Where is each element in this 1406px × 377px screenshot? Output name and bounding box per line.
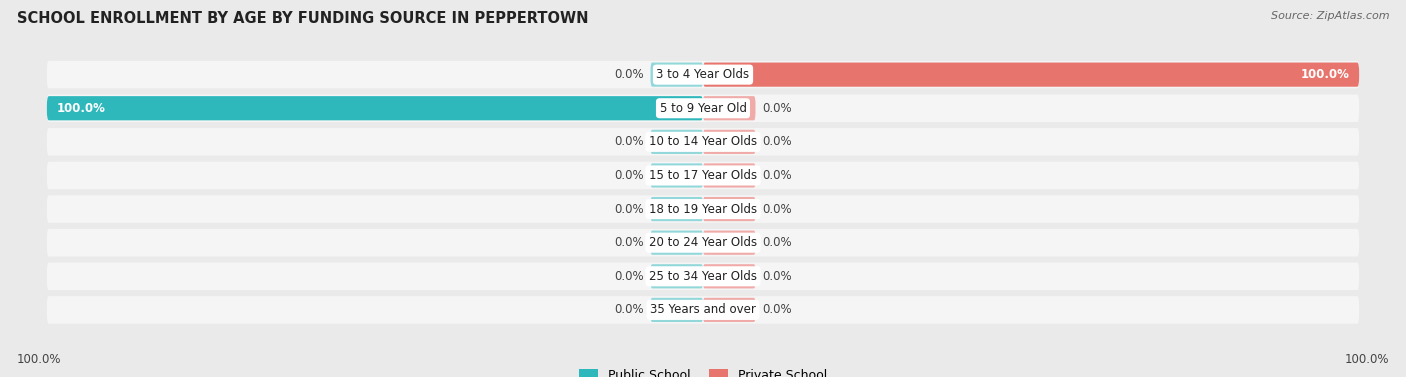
Text: 3 to 4 Year Olds: 3 to 4 Year Olds	[657, 68, 749, 81]
Text: 0.0%: 0.0%	[614, 169, 644, 182]
Text: 0.0%: 0.0%	[762, 236, 792, 249]
Text: 0.0%: 0.0%	[762, 202, 792, 216]
Text: 0.0%: 0.0%	[762, 102, 792, 115]
Text: 0.0%: 0.0%	[762, 303, 792, 316]
FancyBboxPatch shape	[46, 262, 1360, 290]
FancyBboxPatch shape	[703, 163, 755, 188]
FancyBboxPatch shape	[651, 63, 703, 87]
FancyBboxPatch shape	[703, 63, 1360, 87]
Text: 5 to 9 Year Old: 5 to 9 Year Old	[659, 102, 747, 115]
FancyBboxPatch shape	[46, 229, 1360, 256]
FancyBboxPatch shape	[651, 130, 703, 154]
Text: SCHOOL ENROLLMENT BY AGE BY FUNDING SOURCE IN PEPPERTOWN: SCHOOL ENROLLMENT BY AGE BY FUNDING SOUR…	[17, 11, 588, 26]
FancyBboxPatch shape	[46, 96, 703, 120]
FancyBboxPatch shape	[46, 296, 1360, 324]
Text: 10 to 14 Year Olds: 10 to 14 Year Olds	[650, 135, 756, 149]
Text: 0.0%: 0.0%	[614, 202, 644, 216]
FancyBboxPatch shape	[703, 264, 755, 288]
FancyBboxPatch shape	[46, 61, 1360, 89]
Text: 0.0%: 0.0%	[762, 270, 792, 283]
FancyBboxPatch shape	[651, 231, 703, 255]
Text: 0.0%: 0.0%	[614, 135, 644, 149]
Text: Source: ZipAtlas.com: Source: ZipAtlas.com	[1271, 11, 1389, 21]
Text: 100.0%: 100.0%	[1344, 353, 1389, 366]
Text: 100.0%: 100.0%	[1301, 68, 1350, 81]
FancyBboxPatch shape	[703, 298, 755, 322]
FancyBboxPatch shape	[651, 298, 703, 322]
FancyBboxPatch shape	[46, 95, 1360, 122]
Text: 100.0%: 100.0%	[56, 102, 105, 115]
Text: 20 to 24 Year Olds: 20 to 24 Year Olds	[650, 236, 756, 249]
Text: 0.0%: 0.0%	[614, 303, 644, 316]
Text: 0.0%: 0.0%	[762, 169, 792, 182]
FancyBboxPatch shape	[651, 163, 703, 188]
Text: 15 to 17 Year Olds: 15 to 17 Year Olds	[650, 169, 756, 182]
Text: 100.0%: 100.0%	[17, 353, 62, 366]
FancyBboxPatch shape	[46, 195, 1360, 223]
FancyBboxPatch shape	[46, 162, 1360, 189]
Text: 0.0%: 0.0%	[762, 135, 792, 149]
Text: 18 to 19 Year Olds: 18 to 19 Year Olds	[650, 202, 756, 216]
FancyBboxPatch shape	[703, 197, 755, 221]
Text: 25 to 34 Year Olds: 25 to 34 Year Olds	[650, 270, 756, 283]
FancyBboxPatch shape	[703, 130, 755, 154]
Text: 35 Years and over: 35 Years and over	[650, 303, 756, 316]
Text: 0.0%: 0.0%	[614, 270, 644, 283]
FancyBboxPatch shape	[703, 231, 755, 255]
Text: 0.0%: 0.0%	[614, 68, 644, 81]
Legend: Public School, Private School: Public School, Private School	[574, 364, 832, 377]
Text: 0.0%: 0.0%	[614, 236, 644, 249]
FancyBboxPatch shape	[651, 264, 703, 288]
FancyBboxPatch shape	[46, 128, 1360, 156]
FancyBboxPatch shape	[703, 96, 755, 120]
FancyBboxPatch shape	[651, 197, 703, 221]
